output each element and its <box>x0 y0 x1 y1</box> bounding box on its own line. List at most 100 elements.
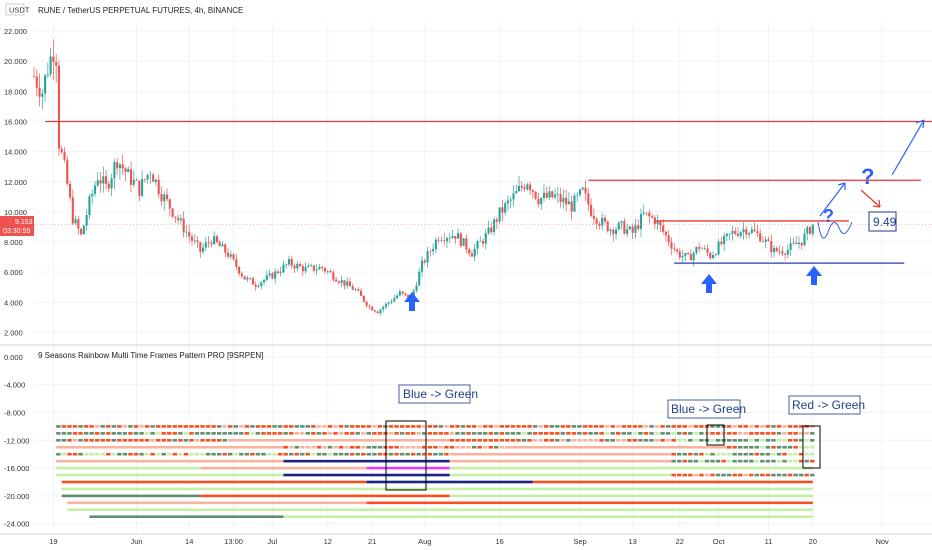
rainbow-cell <box>654 439 660 442</box>
time-axis[interactable]: 19 Jun 14 13:00 Jul 12 21 Aug 16 Sep 13 22 Oct 11 20 No… <box>49 537 889 546</box>
rainbow-cell <box>726 473 732 477</box>
rainbow-cell <box>167 425 172 428</box>
rainbow-segment <box>449 473 672 477</box>
candle-body <box>418 271 421 286</box>
rainbow-cell <box>787 445 793 449</box>
rainbow-cell <box>721 459 726 463</box>
rainbow-cell <box>399 452 405 456</box>
rainbow-cell <box>383 445 388 449</box>
candle-body <box>462 238 465 246</box>
rainbow-cell <box>211 425 216 428</box>
candle-body <box>199 242 202 252</box>
rainbow-cell <box>327 445 333 449</box>
candle-body <box>113 162 116 179</box>
candle-body <box>362 295 365 302</box>
candle-body <box>102 176 105 184</box>
rainbow-cell <box>654 432 660 435</box>
rainbow-cell <box>111 439 117 442</box>
rainbow-cell <box>688 452 693 456</box>
rainbow-cell <box>593 425 599 428</box>
candle-body <box>548 191 551 198</box>
rainbow-cell <box>172 439 178 442</box>
candle-body <box>714 254 717 255</box>
rainbow-cell <box>710 459 715 463</box>
price-axis[interactable]: 22.000 20.000 18.000 16.000 14.000 12.000 10.0… <box>4 27 27 337</box>
rainbow-cell <box>344 432 349 435</box>
rainbow-cell <box>205 452 211 456</box>
candle-body <box>772 247 776 253</box>
candle-body <box>595 218 598 224</box>
candle-body <box>434 239 437 250</box>
rainbow-cell <box>477 425 482 428</box>
projection-line-up <box>891 119 925 176</box>
rainbow-cell <box>433 445 438 449</box>
rainbow-cell <box>183 432 189 435</box>
rainbow-segment <box>283 515 813 519</box>
rainbow-cell <box>72 425 78 428</box>
rainbow-cell <box>471 432 477 435</box>
rainbow-cell <box>333 432 338 435</box>
up-arrow-icon <box>701 274 717 293</box>
rainbow-cell <box>471 439 477 442</box>
rainbow-cell <box>67 425 72 428</box>
candle-body <box>675 249 679 252</box>
candle-body <box>346 281 349 286</box>
candle-body <box>257 286 260 287</box>
rainbow-cell <box>721 473 726 477</box>
rainbow-cell <box>732 452 737 456</box>
rainbow-cell <box>621 439 627 442</box>
rainbow-cell <box>804 459 809 463</box>
candle-body <box>35 76 38 88</box>
price-tick-label: 16.000 <box>4 117 27 126</box>
candle-body <box>767 239 770 242</box>
time-tick-label: 13 <box>628 537 636 546</box>
rainbow-cell <box>100 432 105 435</box>
rainbow-segment <box>89 515 284 519</box>
rainbow-cell <box>632 439 638 442</box>
rainbow-cell <box>222 452 227 456</box>
rainbow-cell <box>83 432 89 435</box>
price-levels[interactable] <box>34 120 932 264</box>
indicator-axis[interactable]: 0.000 -4.000 -8.000 -12.000 -16.000 -20.000 -2… <box>4 353 29 529</box>
annotation-drawings[interactable]: ? ? 9.49 Blue -> Green Blue -> Green Red… <box>385 119 925 491</box>
rainbow-cell <box>793 452 798 456</box>
rainbow-cell <box>150 439 155 442</box>
rainbow-cell <box>532 432 538 435</box>
rainbow-cell <box>122 425 128 428</box>
rainbow-cell <box>344 425 349 428</box>
candle-body <box>143 179 146 180</box>
candle-body <box>687 253 690 255</box>
price-badge-countdown: 03:30:59 <box>3 228 30 235</box>
indicator-tick-label: 0.000 <box>4 353 23 362</box>
rainbow-cell <box>627 432 632 435</box>
rainbow-cell <box>560 432 566 435</box>
rainbow-cell <box>144 432 150 435</box>
candle-body <box>570 201 573 212</box>
rainbow-cell <box>793 473 798 477</box>
rainbow-cell <box>239 452 244 456</box>
rainbow-cell <box>721 452 726 456</box>
rainbow-cell <box>106 432 111 435</box>
rainbow-cell <box>222 439 227 442</box>
rainbow-cell <box>250 432 255 435</box>
candle-body <box>107 183 110 189</box>
price-tick-label: 8.000 <box>4 238 23 247</box>
time-tick-label: Oct <box>713 537 726 546</box>
candle-body <box>152 174 155 182</box>
rainbow-cell <box>588 439 593 442</box>
rainbow-cell <box>316 445 322 449</box>
candle-body <box>792 242 795 244</box>
candle-body <box>185 231 188 233</box>
rainbow-cell <box>616 439 621 442</box>
rainbow-cell <box>749 432 754 435</box>
candle-body <box>193 240 196 242</box>
candle-body <box>393 298 396 302</box>
rainbow-cell <box>483 432 488 435</box>
rainbow-cell <box>494 425 499 428</box>
rainbow-cell <box>455 425 460 428</box>
rainbow-cell <box>787 439 793 442</box>
candle-body <box>141 179 144 196</box>
rainbow-cell <box>244 452 250 456</box>
rainbow-cell <box>776 445 782 449</box>
